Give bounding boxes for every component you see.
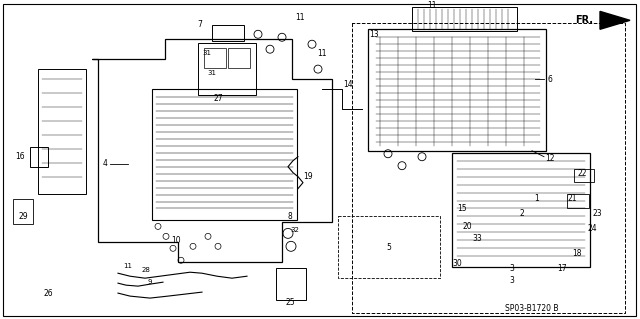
Text: 33: 33 [472,234,482,243]
Bar [30,147,48,167]
Text: 26: 26 [43,289,53,298]
Text: 14: 14 [343,79,353,89]
Text: 27: 27 [213,94,223,103]
Text: 22: 22 [577,169,587,178]
Text: 10: 10 [171,236,181,245]
Text: 2: 2 [520,209,524,218]
Text: 24: 24 [587,224,597,233]
Text: 6: 6 [548,75,552,84]
Text: 20: 20 [462,222,472,231]
Text: 5: 5 [387,243,392,252]
Text: 31: 31 [207,70,216,76]
Text: 4: 4 [102,159,108,168]
Text: 11: 11 [124,263,132,269]
Text: 15: 15 [457,204,467,213]
Text: 9: 9 [148,279,152,285]
Text: 3: 3 [509,264,515,273]
Bar [228,48,250,68]
Text: 25: 25 [285,298,295,307]
Bar [198,43,256,95]
Bar [574,169,594,182]
Text: 29: 29 [18,212,28,221]
Text: 7: 7 [198,20,202,29]
Text: 17: 17 [557,264,567,273]
Text: 16: 16 [15,152,25,161]
Polygon shape [600,11,630,29]
Text: SP03-B1720 B: SP03-B1720 B [505,304,559,313]
Text: 12: 12 [545,154,555,163]
Text: 3: 3 [509,276,515,285]
Text: 11: 11 [428,1,436,10]
Text: 8: 8 [287,212,292,221]
Bar [567,194,589,209]
Text: 13: 13 [369,30,379,39]
Text: 28: 28 [141,267,150,273]
Text: 18: 18 [572,249,582,258]
Bar [368,29,546,151]
Bar [212,25,244,41]
Bar [452,153,590,267]
Text: 19: 19 [303,172,313,181]
Text: 21: 21 [567,194,577,203]
Text: FR.: FR. [575,15,593,25]
Text: 30: 30 [452,259,462,268]
Bar [276,268,306,300]
Text: 31: 31 [202,50,211,56]
Bar [204,48,226,68]
Text: 23: 23 [592,209,602,218]
Bar [152,89,297,220]
Text: 11: 11 [295,13,305,22]
Bar [38,69,86,194]
Bar [13,198,33,225]
Text: 11: 11 [317,49,327,58]
Bar [338,217,440,278]
Text: 32: 32 [291,227,300,234]
Bar [412,7,517,31]
Text: 1: 1 [534,194,540,203]
